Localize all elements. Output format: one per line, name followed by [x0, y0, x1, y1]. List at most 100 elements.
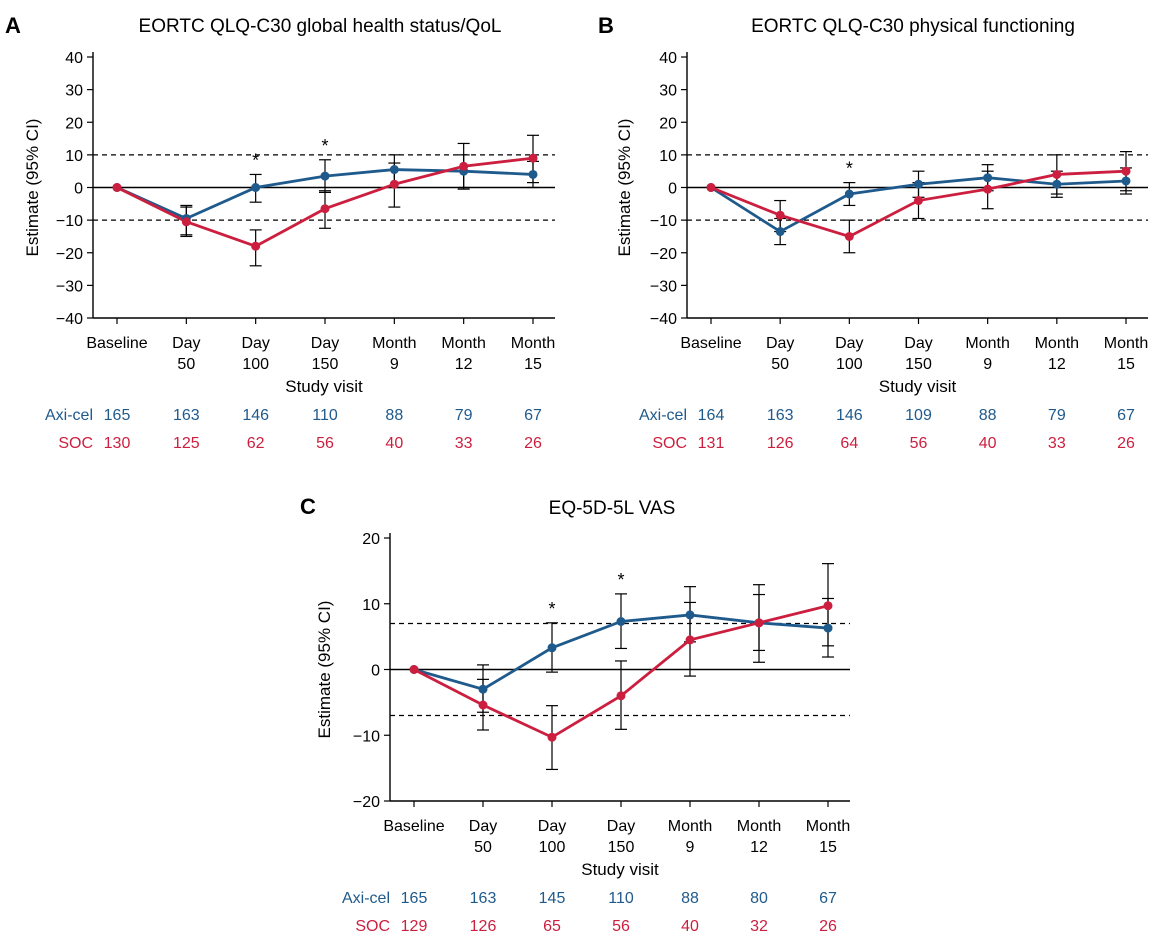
axi-cel-n-value: 67	[819, 890, 837, 907]
x-tick-label: 100	[539, 839, 566, 856]
significance-star: *	[548, 599, 555, 619]
y-tick-label: 20	[362, 531, 380, 548]
significance-star: *	[321, 136, 328, 156]
soc-n-value: 129	[401, 918, 428, 935]
y-axis-label: Estimate (95% CI)	[315, 601, 334, 739]
axi-cel-n-value: 88	[385, 407, 403, 424]
soc-point	[251, 241, 261, 251]
soc-point	[754, 618, 764, 628]
chart-title: EORTC QLQ-C30 physical functioning	[751, 16, 1075, 37]
axi-cel-point	[844, 189, 854, 199]
axi-cel-n-value: 88	[681, 890, 699, 907]
axi-cel-n-value: 79	[455, 407, 473, 424]
x-tick-label: Day	[311, 335, 339, 352]
axi-cel-point	[775, 227, 785, 237]
soc-n-value: 126	[767, 435, 794, 452]
soc-n-value: 131	[698, 435, 725, 452]
x-axis-label: Study visit	[285, 377, 363, 396]
x-tick-label: Day	[538, 818, 566, 835]
axi-cel-point	[1052, 179, 1062, 189]
y-tick-label: 10	[362, 597, 380, 614]
soc-point	[528, 153, 538, 163]
x-tick-label: 9	[390, 356, 399, 373]
soc-n-value: 126	[470, 918, 497, 935]
soc-n-value: 26	[524, 435, 542, 452]
axi-cel-n-label: Axi-cel	[45, 407, 93, 424]
y-tick-label: 40	[659, 50, 677, 67]
y-tick-label: 0	[371, 663, 380, 680]
x-tick-label: 12	[455, 356, 473, 373]
x-tick-label: 12	[1048, 356, 1066, 373]
axi-cel-point	[528, 169, 538, 179]
x-tick-label: Month	[737, 818, 781, 835]
axi-cel-n-label: Axi-cel	[342, 890, 390, 907]
axi-cel-n-value: 109	[905, 407, 932, 424]
y-axis-label: Estimate (95% CI)	[615, 119, 634, 257]
x-tick-label: Baseline	[680, 335, 741, 352]
x-tick-label: Day	[469, 818, 497, 835]
y-tick-label: 20	[659, 115, 677, 132]
soc-n-value: 26	[819, 918, 837, 935]
y-tick-label: −10	[353, 728, 380, 745]
axi-cel-n-value: 163	[470, 890, 497, 907]
soc-n-label: SOC	[652, 435, 687, 452]
x-tick-label: Month	[1035, 335, 1079, 352]
soc-n-value: 130	[104, 435, 131, 452]
x-tick-label: Month	[668, 818, 712, 835]
x-tick-label: 50	[474, 839, 492, 856]
x-tick-label: 15	[1117, 356, 1135, 373]
y-tick-label: 10	[659, 148, 677, 165]
x-tick-label: Day	[241, 335, 269, 352]
x-tick-label: Day	[172, 335, 200, 352]
soc-point	[1052, 169, 1062, 179]
y-tick-label: −20	[56, 246, 83, 263]
significance-star: *	[617, 570, 624, 590]
axi-cel-n-value: 67	[524, 407, 542, 424]
soc-n-value: 33	[455, 435, 473, 452]
panel-letter: C	[300, 494, 316, 519]
soc-point	[685, 635, 695, 645]
panel-letter: B	[598, 13, 614, 38]
y-tick-label: −20	[353, 794, 380, 811]
y-tick-label: 10	[65, 148, 83, 165]
soc-point	[775, 210, 785, 220]
x-tick-label: 9	[686, 839, 695, 856]
axi-cel-n-value: 163	[767, 407, 794, 424]
soc-point	[181, 217, 191, 227]
y-tick-label: −10	[56, 213, 83, 230]
x-tick-label: Day	[835, 335, 863, 352]
x-tick-label: Month	[1104, 335, 1148, 352]
axi-cel-point	[823, 623, 833, 633]
y-tick-label: 30	[65, 83, 83, 100]
y-tick-label: 0	[668, 181, 677, 198]
x-tick-label: Baseline	[86, 335, 147, 352]
soc-n-value: 33	[1048, 435, 1066, 452]
y-tick-label: −30	[56, 278, 83, 295]
axi-cel-n-value: 88	[979, 407, 997, 424]
y-tick-label: −30	[650, 278, 677, 295]
axi-cel-point	[389, 165, 399, 175]
y-tick-label: 30	[659, 83, 677, 100]
soc-n-value: 125	[173, 435, 200, 452]
axi-cel-n-value: 110	[608, 890, 634, 907]
axi-cel-point	[547, 643, 557, 653]
x-tick-label: 150	[312, 356, 339, 373]
y-tick-label: −40	[650, 311, 677, 328]
axi-cel-point	[251, 183, 261, 192]
soc-point	[823, 601, 833, 611]
soc-point	[547, 732, 557, 742]
soc-point	[112, 183, 122, 192]
soc-point	[914, 196, 923, 206]
soc-n-value: 65	[543, 918, 561, 935]
x-tick-label: 50	[771, 356, 789, 373]
chart-title: EQ-5D-5L VAS	[549, 498, 676, 519]
panel-b: B EORTC QLQ-C30 physical functioning Estim…	[598, 13, 1148, 452]
soc-point	[459, 161, 469, 171]
x-tick-label: 50	[177, 356, 195, 373]
soc-n-label: SOC	[355, 918, 390, 935]
x-tick-label: Month	[965, 335, 1009, 352]
axi-cel-n-value: 110	[312, 407, 338, 424]
soc-n-value: 56	[316, 435, 334, 452]
soc-point	[706, 183, 716, 192]
